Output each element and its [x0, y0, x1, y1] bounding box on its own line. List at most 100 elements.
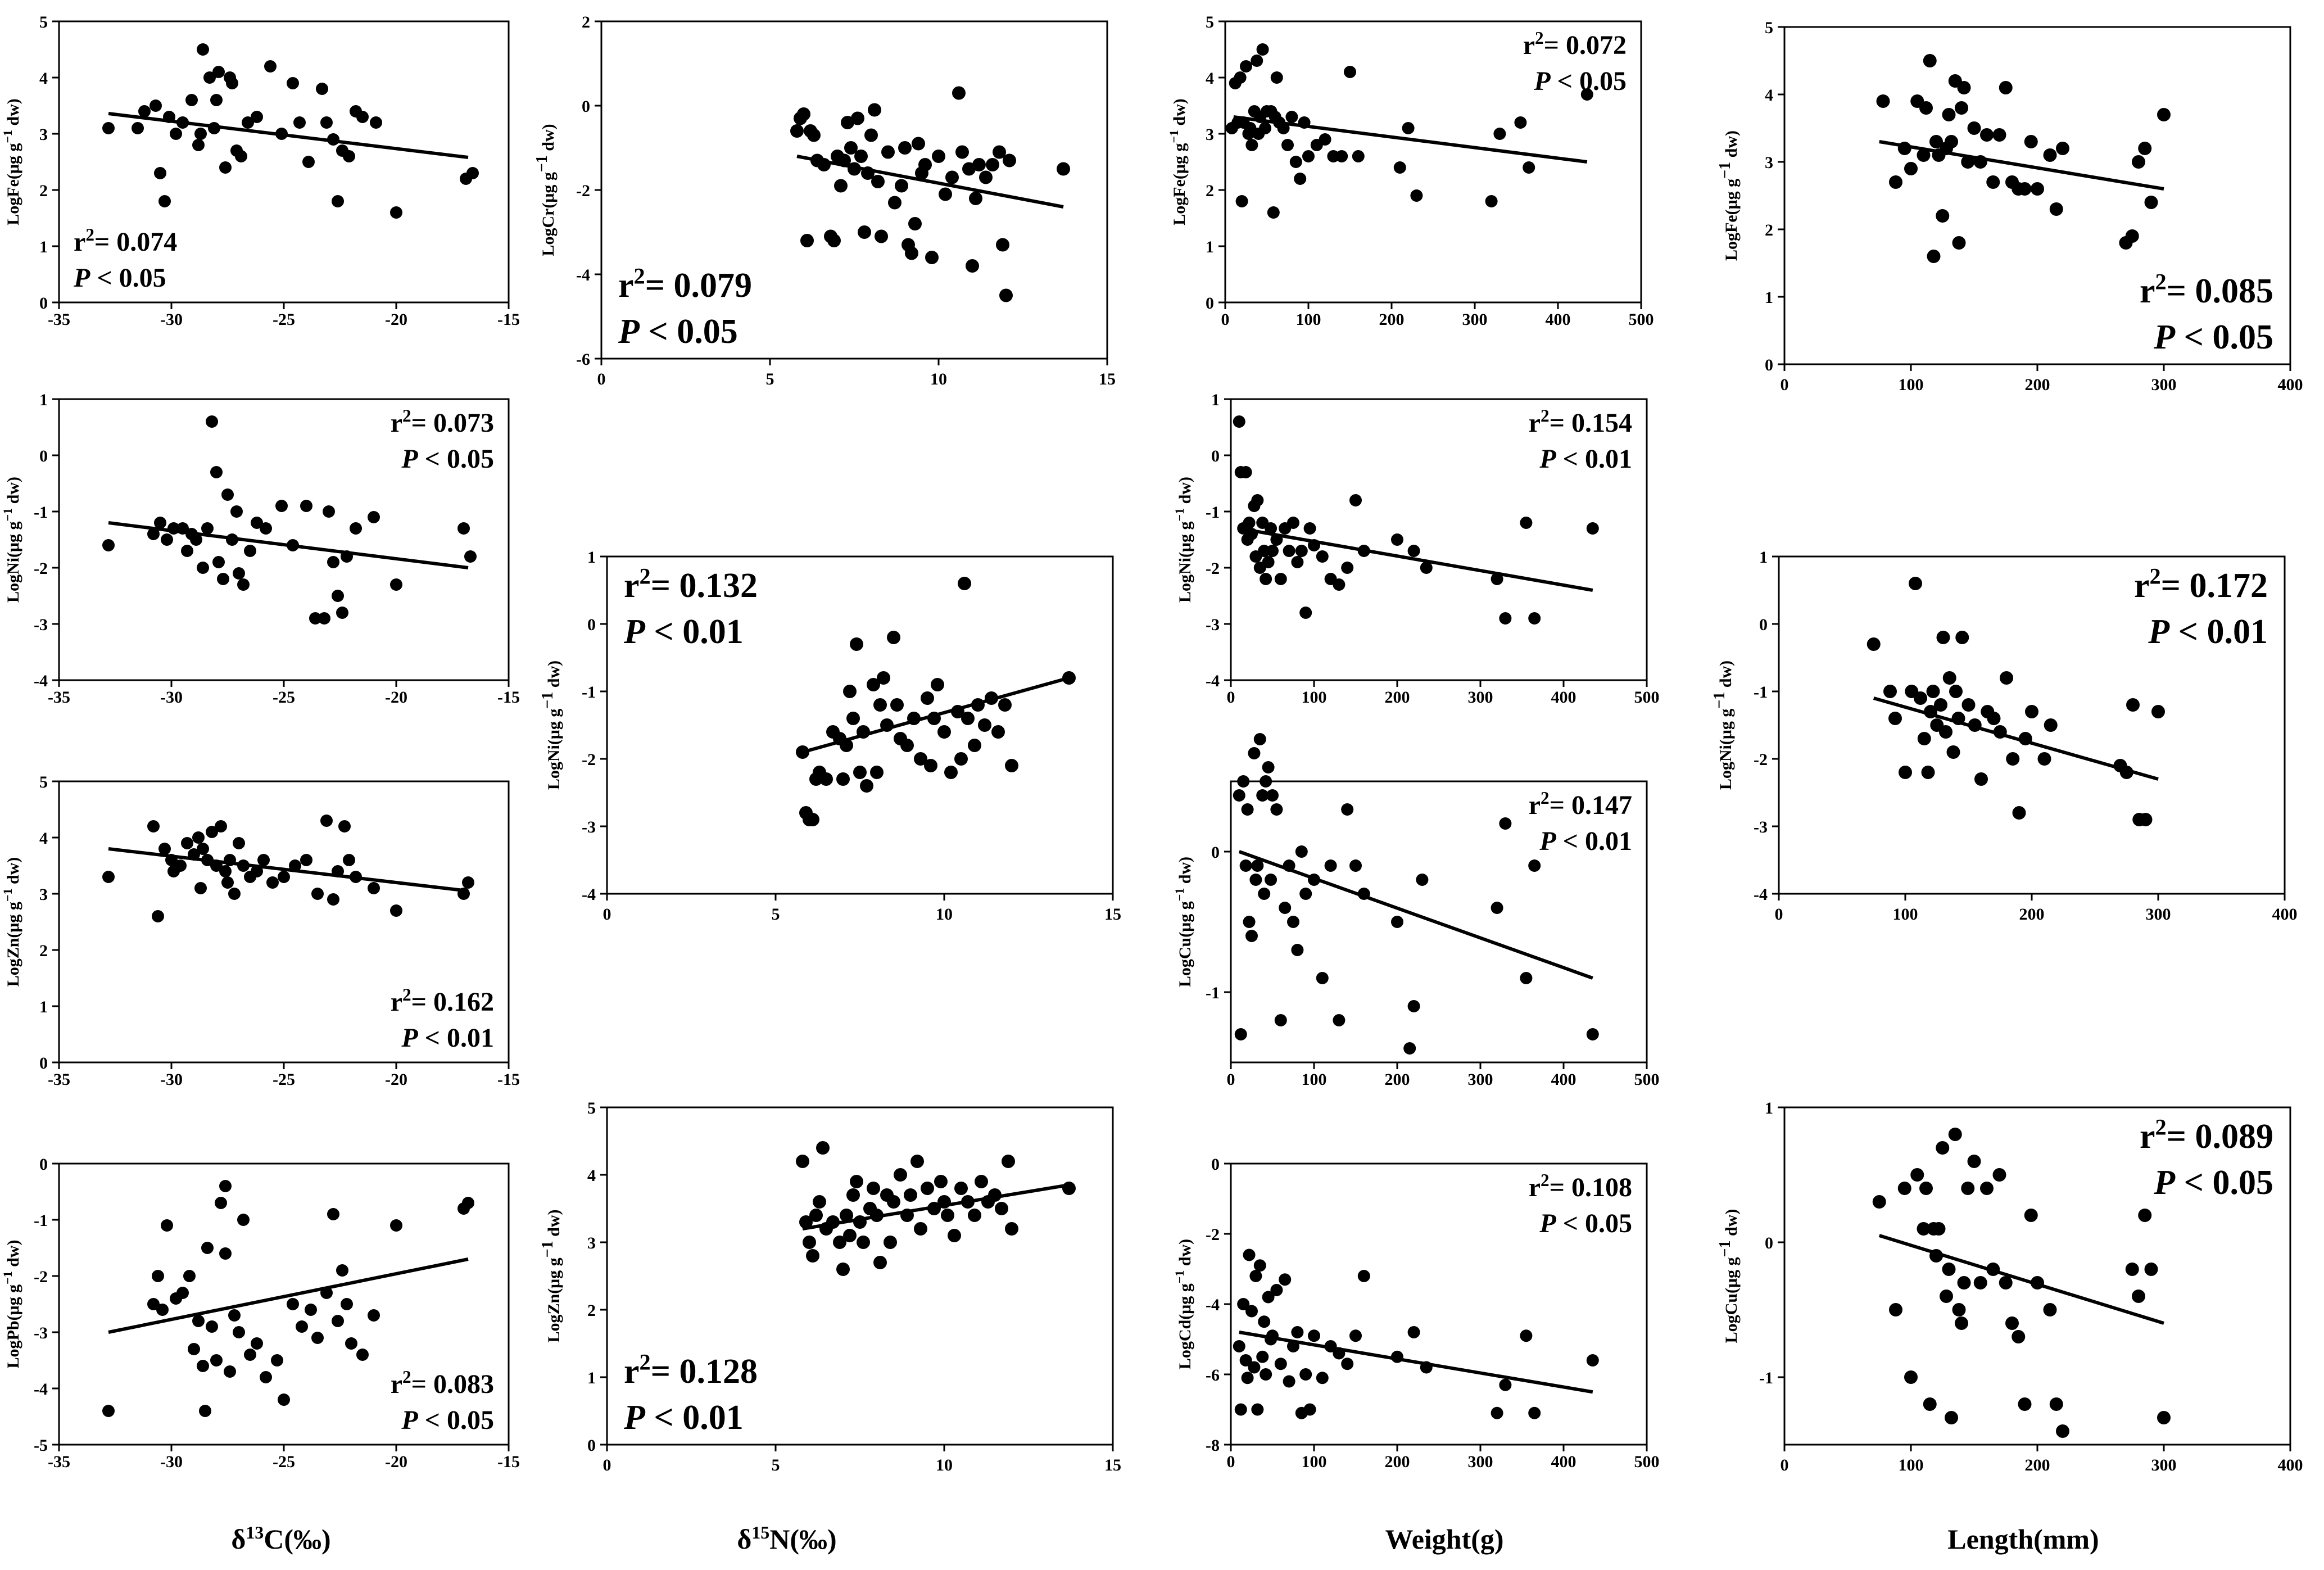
x-tick-label: 0 [1221, 310, 1230, 329]
y-tick-label: 1 [39, 998, 48, 1016]
data-point [147, 528, 160, 540]
x-tick-label: 5 [772, 1456, 780, 1474]
regression-line [1238, 850, 1593, 980]
data-point [1291, 556, 1304, 568]
data-point [2125, 1263, 2139, 1276]
y-tick-label: 0 [582, 97, 590, 116]
data-point [390, 1219, 402, 1232]
data-point [147, 820, 160, 832]
y-tick-label: -1 [34, 1211, 48, 1230]
data-point [305, 1304, 317, 1316]
y-tick-label: 1 [1759, 548, 1768, 567]
data-point [2025, 705, 2038, 718]
data-point [894, 1168, 907, 1182]
data-point [1967, 121, 1981, 135]
data-point [332, 1315, 344, 1327]
data-point [1586, 1354, 1599, 1367]
y-axis-label: LogNi(μg g−1 dw) [1, 477, 22, 603]
y-tick-label: 4 [587, 1166, 596, 1185]
data-point [203, 71, 216, 84]
data-point [1253, 733, 1266, 745]
data-point [2151, 705, 2165, 718]
data-point [819, 772, 833, 786]
data-point [986, 158, 999, 171]
x-tick-label: 15 [1104, 905, 1121, 924]
data-point [1289, 156, 1302, 168]
data-point [1258, 1315, 1271, 1328]
regression-line [108, 1257, 469, 1334]
data-point [1249, 1270, 1262, 1282]
data-point [813, 1195, 826, 1209]
data-point [1957, 81, 1971, 94]
data-point [1948, 1128, 1962, 1141]
data-point [1917, 148, 1931, 162]
regression-line [1878, 1234, 2164, 1325]
y-tick-label: -4 [576, 266, 590, 284]
data-point [221, 488, 234, 501]
data-point [834, 179, 848, 193]
data-point [181, 837, 193, 849]
data-point [327, 556, 339, 568]
r-squared-label: r2= 0.172 [2134, 563, 2268, 605]
data-point [1349, 494, 1362, 506]
data-point [188, 1343, 200, 1355]
data-point [1520, 1329, 1533, 1342]
data-point [2018, 182, 2032, 196]
data-point [1936, 209, 1950, 223]
data-point [1003, 153, 1016, 168]
data-point [868, 103, 881, 117]
x-tick-label: 5 [772, 905, 780, 924]
data-point [1940, 1290, 1953, 1303]
plot-frame [606, 1106, 1114, 1446]
data-point [1939, 725, 1952, 739]
x-tick-label: -25 [273, 1453, 295, 1471]
data-point [2049, 202, 2063, 216]
data-point [1239, 859, 1252, 872]
y-tick-label: 1 [39, 238, 48, 256]
data-point [1241, 803, 1254, 816]
data-point [1993, 725, 2007, 739]
data-point [230, 505, 243, 518]
data-point [1942, 1263, 1956, 1276]
data-point [1952, 1303, 1966, 1316]
plot-frame [1230, 398, 1648, 681]
data-point [206, 415, 218, 428]
data-point [1279, 1273, 1292, 1286]
data-point [1245, 528, 1258, 540]
data-point [836, 1263, 850, 1276]
data-point [102, 539, 115, 551]
data-point [905, 246, 918, 260]
data-point [1391, 1350, 1403, 1363]
data-point [1281, 139, 1294, 151]
data-point [944, 766, 958, 779]
data-point [201, 522, 214, 535]
data-point [948, 1229, 961, 1242]
data-point [2126, 698, 2140, 712]
data-point [1239, 466, 1252, 478]
x-tick-label: -20 [385, 1070, 407, 1089]
data-point [210, 94, 223, 106]
data-point [806, 813, 819, 826]
data-point [197, 43, 209, 56]
data-point [854, 150, 868, 163]
data-point [156, 1304, 169, 1316]
y-tick-label: 1 [587, 1369, 596, 1387]
data-point [864, 128, 878, 142]
data-point [1921, 766, 1935, 779]
data-point [464, 550, 477, 563]
data-point [154, 167, 166, 179]
data-point [2157, 1411, 2171, 1424]
data-point [904, 1188, 917, 1202]
data-point [278, 1393, 290, 1406]
plot-frame [1230, 780, 1648, 1064]
data-point [796, 1155, 809, 1168]
data-point [219, 865, 232, 877]
data-point [1586, 522, 1599, 535]
data-point [1973, 1276, 1987, 1290]
p-value-label: P < 0.05 [1539, 1209, 1632, 1238]
data-point [167, 865, 180, 877]
x-axis-title-weight: Weight(g) [1385, 1523, 1503, 1555]
data-point [881, 145, 895, 159]
data-point [1237, 1298, 1250, 1310]
y-tick-label: -3 [1754, 818, 1768, 836]
